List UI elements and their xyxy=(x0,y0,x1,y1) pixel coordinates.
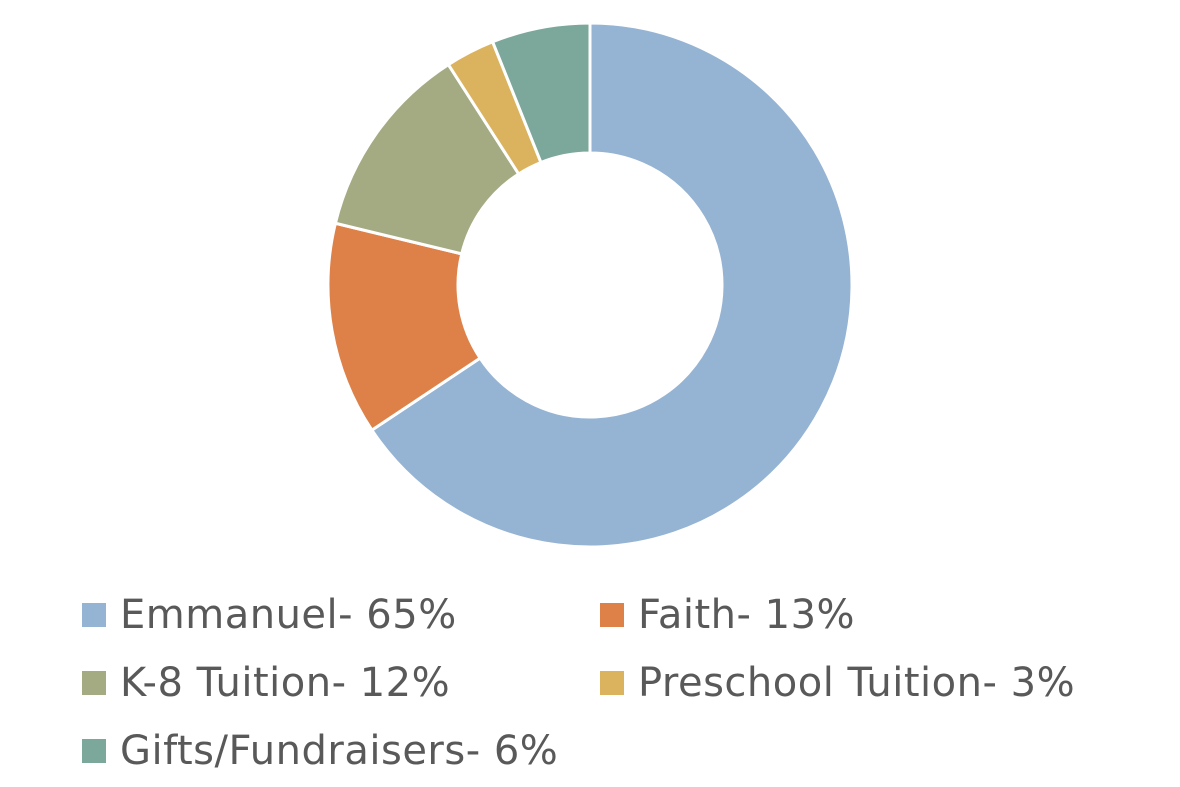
legend-label: Gifts/Fundraisers- 6% xyxy=(120,728,559,774)
legend-swatch xyxy=(600,671,624,695)
legend-item-4: Gifts/Fundraisers- 6% xyxy=(82,721,600,781)
chart-legend: Emmanuel- 65% Faith- 13% K-8 Tuition- 12% P… xyxy=(82,585,1172,781)
legend-item-1: Faith- 13% xyxy=(600,585,1100,645)
legend-item-2: K-8 Tuition- 12% xyxy=(82,653,600,713)
legend-item-3: Preschool Tuition- 3% xyxy=(600,653,1100,713)
legend-swatch xyxy=(82,603,106,627)
legend-label: Faith- 13% xyxy=(638,592,856,638)
legend-label: Preschool Tuition- 3% xyxy=(638,660,1076,706)
donut-slice-0 xyxy=(370,21,854,549)
donut-slices xyxy=(326,21,854,549)
legend-swatch xyxy=(82,671,106,695)
legend-label: Emmanuel- 65% xyxy=(120,592,457,638)
legend-label: K-8 Tuition- 12% xyxy=(120,660,451,706)
legend-item-0: Emmanuel- 65% xyxy=(82,585,600,645)
legend-swatch xyxy=(600,603,624,627)
legend-swatch xyxy=(82,739,106,763)
donut-slice-1 xyxy=(326,221,482,432)
donut-slice-4 xyxy=(491,21,592,164)
